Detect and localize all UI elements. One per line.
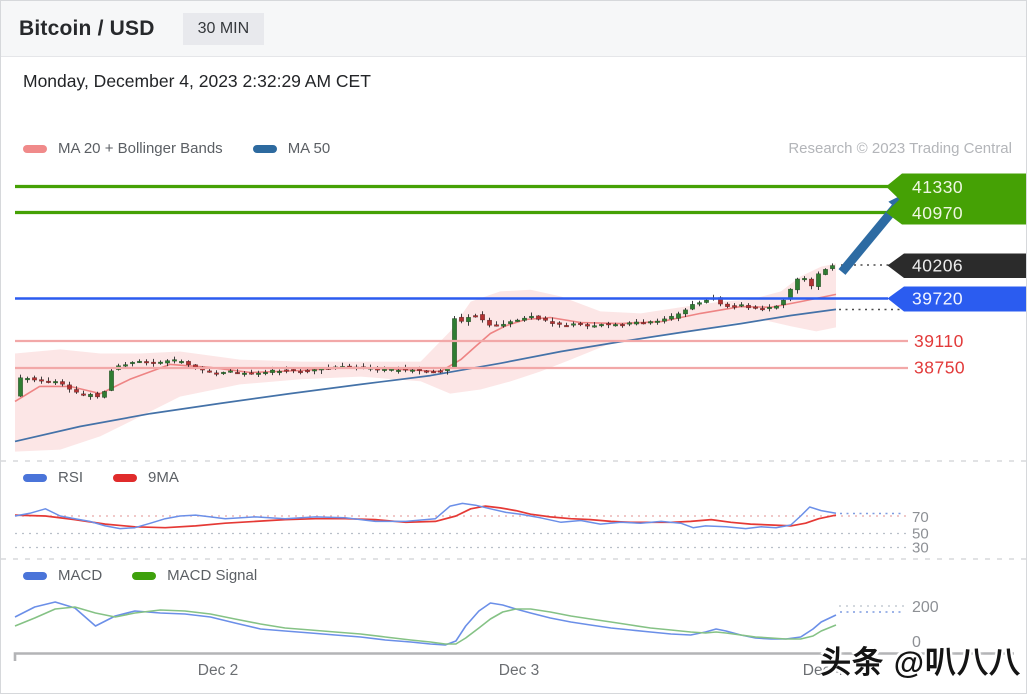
rsi-swatch-icon — [23, 473, 47, 482]
pivot-value: 39720 — [912, 289, 963, 309]
bollinger-band-area — [15, 263, 836, 452]
resistance-tag — [886, 173, 1026, 225]
price-chart-legend: MA 20 + Bollinger Bands MA 50 — [23, 140, 360, 157]
time-axis — [13, 652, 1014, 661]
last-price-value: 40206 — [912, 256, 963, 276]
legend-item-9ma: 9MA — [113, 469, 179, 486]
macd-level-0-label: 0 — [912, 634, 921, 651]
rsi-level-30-label: 30 — [912, 540, 929, 557]
macd-legend: MACD MACD Signal — [23, 567, 287, 584]
9ma-swatch-icon — [113, 473, 138, 482]
time-axis-label-dec2: Dec 2 — [198, 662, 239, 679]
pivot-tag — [887, 286, 1026, 312]
resistance-value-lower: 40970 — [912, 203, 963, 223]
header-bar: Bitcoin / USD 30 MIN — [1, 1, 1026, 57]
ma50-swatch-icon — [252, 144, 277, 153]
legend-item-rsi: RSI — [23, 469, 83, 486]
macd-level-200-label: 200 — [912, 599, 939, 616]
research-credit: Research © 2023 Trading Central — [788, 140, 1012, 157]
resistance-value-upper: 41330 — [912, 177, 963, 197]
support-value-upper: 39110 — [914, 331, 964, 351]
legend-item-ma20-bollinger: MA 20 + Bollinger Bands — [23, 140, 223, 157]
report-timestamp: Monday, December 4, 2023 2:32:29 AM CET — [23, 71, 371, 91]
legend-label: MA 50 — [287, 140, 331, 157]
bullish-arrow-icon — [838, 202, 901, 275]
moving-average-lines — [14, 293, 837, 443]
rsi-level-70-label: 70 — [912, 509, 929, 526]
legend-label: MA 20 + Bollinger Bands — [58, 140, 223, 157]
legend-item-ma50: MA 50 — [252, 140, 331, 157]
macd-series — [14, 601, 837, 646]
support-value-lower: 38750 — [914, 358, 965, 378]
rsi-level-50-label: 50 — [912, 526, 929, 543]
last-price-tag — [887, 253, 1026, 278]
macd-swatch-icon — [23, 571, 47, 580]
macd-signal-swatch-icon — [132, 571, 157, 580]
symbol-title: Bitcoin / USD — [19, 16, 155, 40]
timeframe-badge[interactable]: 30 MIN — [182, 12, 265, 45]
legend-label: RSI — [58, 469, 84, 486]
rsi-series — [14, 502, 837, 530]
legend-label: MACD Signal — [167, 567, 258, 584]
legend-label: MACD — [58, 567, 103, 584]
rsi-legend: RSI 9MA — [23, 469, 209, 486]
legend-item-macd: MACD — [23, 567, 102, 584]
time-axis-label-dec3: Dec 3 — [499, 662, 540, 679]
ma20-bollinger-swatch-icon — [23, 144, 47, 153]
time-axis-label-dec4: Dec 4 — [803, 662, 844, 679]
legend-label: 9MA — [148, 469, 179, 486]
watermark: 头条 @叭八八 — [820, 645, 1021, 680]
legend-item-macd-signal: MACD Signal — [132, 567, 257, 584]
